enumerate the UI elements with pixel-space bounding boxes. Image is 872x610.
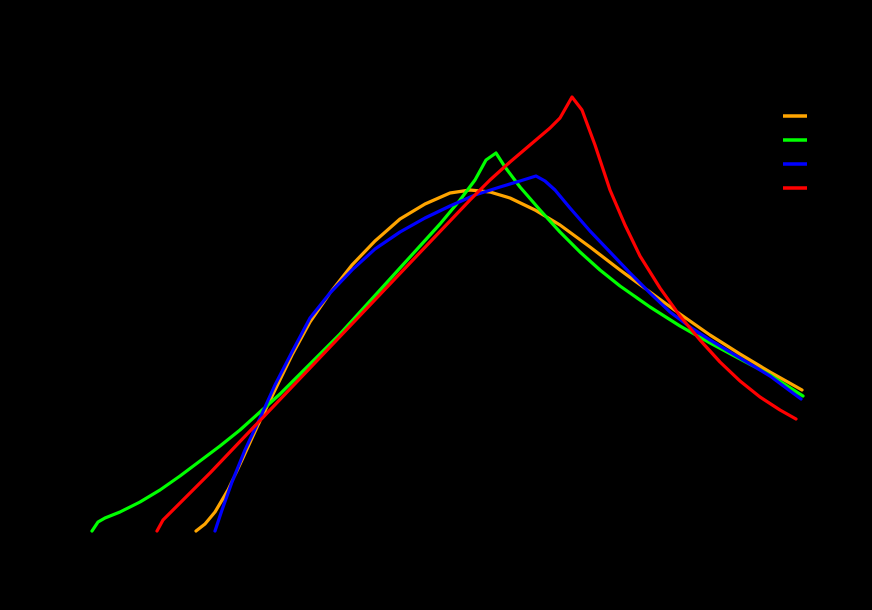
series-line-1 bbox=[90, 151, 805, 533]
plot-area bbox=[90, 95, 805, 533]
legend bbox=[783, 114, 807, 190]
series-line-2 bbox=[213, 174, 803, 533]
series-line-3 bbox=[155, 95, 798, 533]
